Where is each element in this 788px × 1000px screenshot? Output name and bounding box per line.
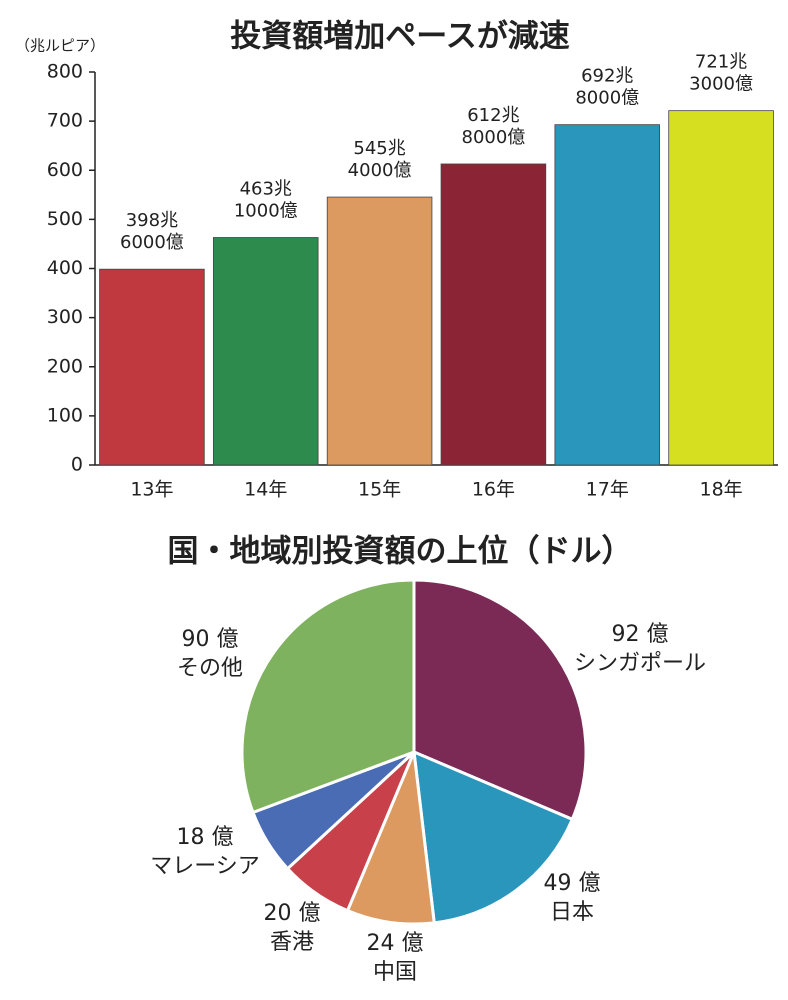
slice-category-label: 香港 xyxy=(270,930,314,955)
x-tick-label: 16年 xyxy=(472,479,515,501)
bar-title: 投資額増加ペースが減速 xyxy=(230,19,569,55)
value-label: 398兆 6000億 xyxy=(120,210,184,253)
pie-slice xyxy=(412,749,575,925)
slice-value-label: 90 億 xyxy=(182,627,239,652)
y-tick-label: 200 xyxy=(47,355,83,377)
y-tick-label: 400 xyxy=(47,257,83,279)
slice-category-label: 日本 xyxy=(550,900,594,925)
y-tick-label: 600 xyxy=(47,159,83,181)
y-tick-label: 100 xyxy=(47,404,83,426)
x-tick-label: 13年 xyxy=(130,479,173,501)
x-tick-label: 17年 xyxy=(586,479,629,501)
y-tick-label: 800 xyxy=(47,61,83,83)
slice-value-label: 20 億 xyxy=(264,901,321,926)
bar xyxy=(668,110,774,466)
slice-value-label: 24 億 xyxy=(367,931,424,956)
bar xyxy=(326,196,433,466)
slice-category-label: その他 xyxy=(177,656,243,681)
value-label: 545兆 4000億 xyxy=(348,138,412,181)
slice-value-label: 92 億 xyxy=(612,622,669,647)
slice-category-label: 中国 xyxy=(373,960,417,985)
y-tick-label: 500 xyxy=(47,208,83,230)
y-axis-label: （兆ルピア） xyxy=(15,37,105,55)
pie-slice xyxy=(345,746,436,926)
bar xyxy=(212,237,319,466)
bar xyxy=(554,124,661,466)
x-tick-label: 15年 xyxy=(358,479,401,501)
y-tick-label: 0 xyxy=(71,454,83,476)
value-label: 721兆 3000億 xyxy=(689,52,753,95)
value-label: 692兆 8000億 xyxy=(575,66,639,109)
pie-slice xyxy=(240,578,416,815)
bar xyxy=(440,163,547,466)
bar xyxy=(99,268,205,466)
pie-title: 国・地域別投資額の上位（ドル） xyxy=(168,534,633,570)
value-label: 463兆 1000億 xyxy=(234,179,298,222)
slice-category-label: マレーシア xyxy=(150,854,260,879)
slice-category-label: シンガポール xyxy=(574,651,706,676)
slice-value-label: 18 億 xyxy=(177,825,234,850)
pie-slice xyxy=(412,578,588,822)
x-tick-label: 18年 xyxy=(699,479,742,501)
slice-value-label: 49 億 xyxy=(544,871,601,896)
x-tick-label: 14年 xyxy=(244,479,287,501)
value-label: 612兆 8000億 xyxy=(462,105,526,148)
y-tick-label: 700 xyxy=(47,110,83,132)
y-tick-label: 300 xyxy=(47,306,83,328)
